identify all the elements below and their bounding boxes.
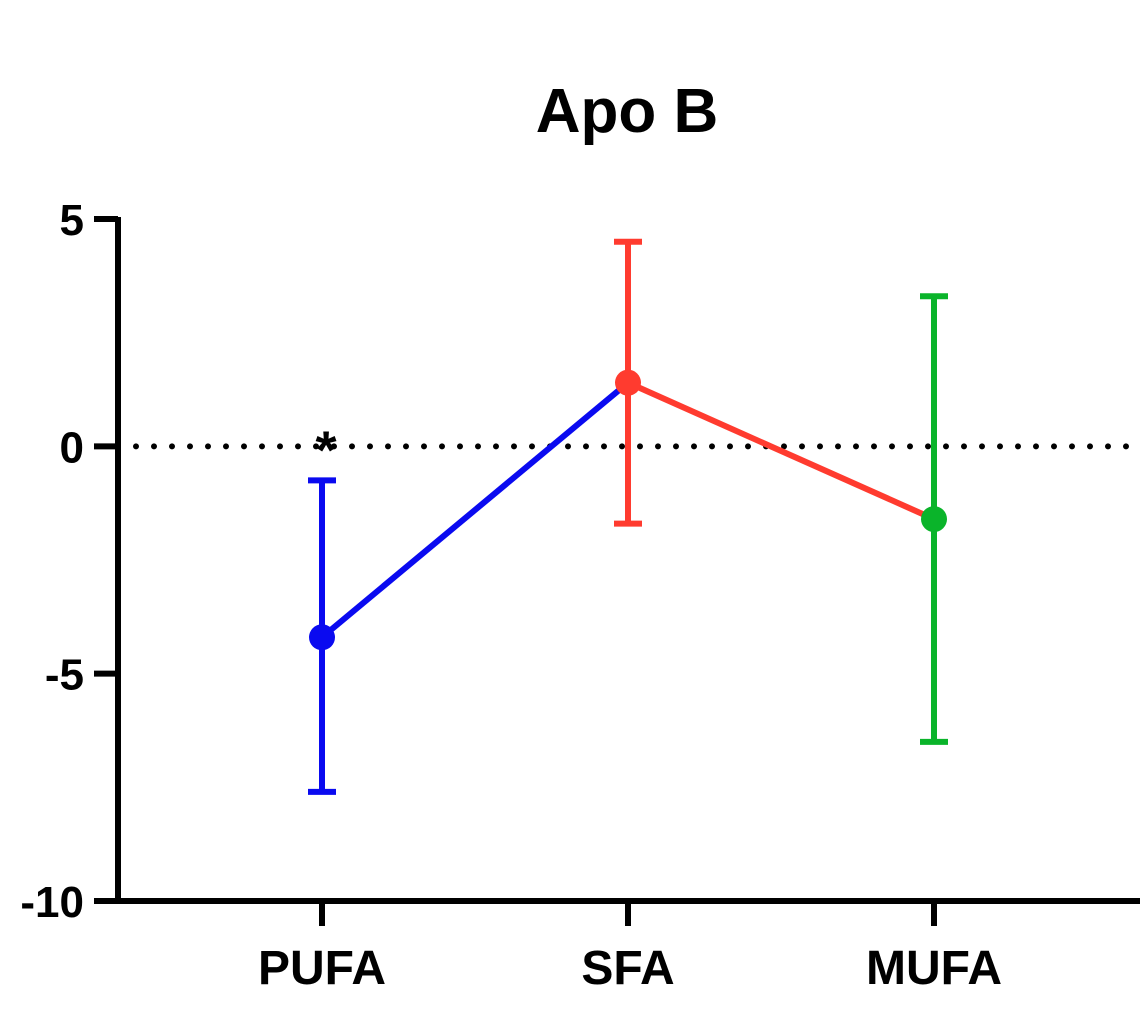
data-points	[309, 369, 947, 651]
data-point	[309, 624, 335, 651]
data-point	[921, 506, 947, 533]
x-tick-label: SFA	[581, 942, 674, 995]
annotations: *	[315, 420, 336, 480]
y-tick-label: -10	[20, 878, 84, 927]
y-ticks: 5 0 -5 -10	[20, 196, 118, 927]
series-lines	[320, 379, 936, 640]
significance-marker: *	[315, 420, 336, 480]
x-tick-label: MUFA	[866, 942, 1002, 995]
series-segment	[626, 379, 936, 522]
x-tick-label: PUFA	[258, 942, 386, 995]
x-ticks: PUFA SFA MUFA	[258, 901, 1002, 995]
y-tick-label: -5	[45, 651, 84, 700]
y-tick-label: 0	[60, 423, 84, 472]
series-segment	[320, 380, 630, 640]
data-point	[615, 369, 641, 396]
y-tick-label: 5	[60, 196, 84, 245]
chart-title: Apo B	[536, 77, 719, 146]
error-bars	[308, 238, 948, 795]
